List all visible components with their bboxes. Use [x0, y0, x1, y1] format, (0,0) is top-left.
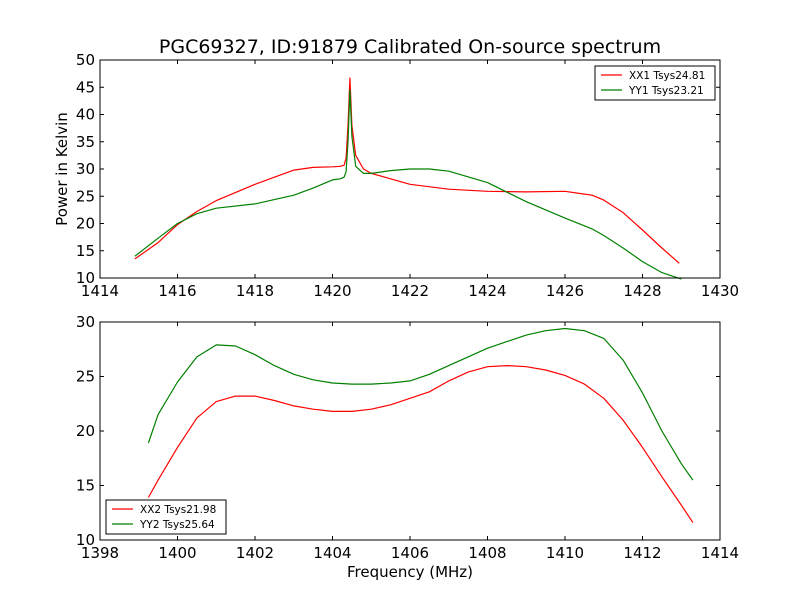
- chart-title: PGC69327, ID:91879 Calibrated On-source …: [159, 36, 661, 58]
- legend-box-0: [594, 65, 716, 101]
- y-tick-label-0-4: 30: [76, 160, 95, 178]
- y-tick-label-0-6: 40: [76, 106, 95, 124]
- y-tick-label-1-1: 15: [76, 477, 95, 495]
- x-tick-label-0-1: 1416: [158, 282, 196, 300]
- y-tick-label-0-8: 50: [76, 51, 95, 69]
- x-tick-label-1-4: 1406: [391, 544, 429, 562]
- x-tick-label-0-5: 1424: [468, 282, 506, 300]
- x-tick-label-0-3: 1420: [313, 282, 351, 300]
- bottom-plot-panel: 1398 1400 1402 1404 1406 1408 1410 1412 1414 10 15…: [76, 313, 739, 581]
- legend-1: XX2 Tsys21.98 YY2 Tsys25.64: [105, 499, 227, 535]
- legend-0: XX1 Tsys24.81 YY1 Tsys23.21: [594, 65, 716, 101]
- y-tick-label-0-7: 45: [76, 78, 95, 96]
- y-tick-label-1-4: 30: [76, 313, 95, 331]
- x-tick-label-0-8: 1430: [701, 282, 739, 300]
- y-tick-label-1-3: 25: [76, 368, 95, 386]
- y-axis-label-0: Power in Kelvin: [53, 112, 71, 226]
- x-tick-label-1-7: 1412: [623, 544, 661, 562]
- legend-label-1-1: YY2 Tsys25.64: [139, 519, 215, 531]
- x-tick-label-0-0: 1414: [81, 282, 119, 300]
- series-line-1-1: [147, 327, 694, 481]
- x-tick-label-0-6: 1426: [546, 282, 584, 300]
- y-tick-label-1-2: 20: [76, 422, 95, 440]
- x-tick-label-1-5: 1408: [468, 544, 506, 562]
- y-tick-label-0-1: 15: [76, 242, 95, 260]
- series-line-0-0: [134, 77, 680, 264]
- x-tick-label-0-7: 1428: [623, 282, 661, 300]
- top-plot-panel: 1414 1416 1418 1420 1422 1424 1426 1428 1430 10 15…: [53, 51, 739, 300]
- x-tick-label-0-2: 1418: [236, 282, 274, 300]
- series-line-0-1: [134, 89, 682, 280]
- x-tick-label-1-2: 1402: [236, 544, 274, 562]
- x-tick-label-1-3: 1404: [313, 544, 351, 562]
- y-tick-label-1-0: 10: [76, 531, 95, 549]
- x-tick-label-1-1: 1400: [158, 544, 196, 562]
- x-axis-label-1: Frequency (MHz): [347, 563, 473, 581]
- legend-label-1-0: XX2 Tsys21.98: [140, 504, 216, 516]
- x-tick-label-1-6: 1410: [546, 544, 584, 562]
- series-line-1-0: [147, 365, 694, 523]
- legend-label-0-0: XX1 Tsys24.81: [629, 70, 705, 82]
- x-tick-label-1-0: 1398: [81, 544, 119, 562]
- y-tick-label-0-2: 20: [76, 215, 95, 233]
- x-tick-label-0-4: 1422: [391, 282, 429, 300]
- y-tick-label-0-0: 10: [76, 269, 95, 287]
- y-tick-label-0-3: 25: [76, 187, 95, 205]
- y-tick-label-0-5: 35: [76, 133, 95, 151]
- x-tick-label-1-8: 1414: [701, 544, 739, 562]
- legend-box-1: [105, 499, 227, 535]
- legend-label-0-1: YY1 Tsys23.21: [628, 85, 704, 97]
